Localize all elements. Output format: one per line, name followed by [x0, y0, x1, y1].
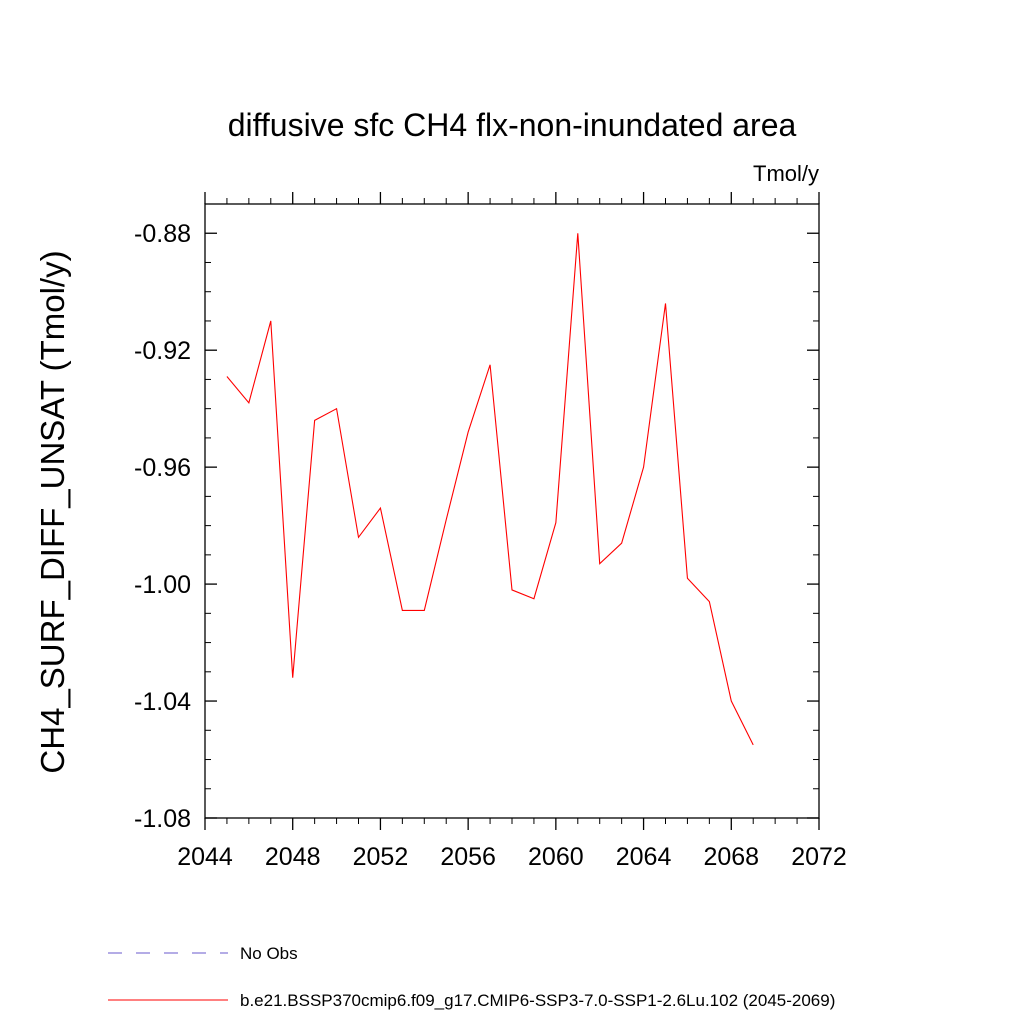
x-tick-label: 2064	[616, 843, 672, 871]
y-tick-label: -1.00	[134, 571, 191, 599]
series-line	[226, 233, 754, 746]
x-tick-label: 2056	[440, 843, 496, 871]
x-tick-label: 2052	[353, 843, 409, 871]
x-tick-label: 2072	[791, 843, 847, 871]
series-layer	[226, 233, 754, 746]
x-tick-label: 2044	[177, 843, 233, 871]
y-tick-label: -0.88	[134, 220, 191, 248]
x-axis-ticks: 2044 2048 2052 2056 2060 2064 2068 2072	[177, 192, 847, 871]
plot-frame	[204, 203, 820, 819]
legend-label: No Obs	[240, 944, 298, 963]
y-tick-label: -0.96	[134, 454, 191, 482]
legend-label: b.e21.BSSP370cmip6.f09_g17.CMIP6-SSP3-7.…	[240, 991, 835, 1010]
y-tick-label: -1.08	[134, 805, 191, 833]
y-axis-ticks: -0.88 -0.92 -0.96 -1.00 -1.04 -1.08	[134, 203, 819, 833]
x-tick-label: 2060	[528, 843, 584, 871]
y-axis-label: CH4_SURF_DIFF_UNSAT (Tmol/y)	[34, 250, 71, 773]
x-tick-label: 2068	[703, 843, 759, 871]
y-tick-label: -1.04	[134, 688, 191, 716]
chart-title: diffusive sfc CH4 flx-non-inundated area	[228, 107, 797, 143]
y-tick-label: -0.92	[134, 337, 191, 365]
x-tick-label: 2048	[265, 843, 321, 871]
units-label: Tmol/y	[753, 161, 819, 186]
legend: No Obs b.e21.BSSP370cmip6.f09_g17.CMIP6-S…	[108, 944, 835, 1010]
